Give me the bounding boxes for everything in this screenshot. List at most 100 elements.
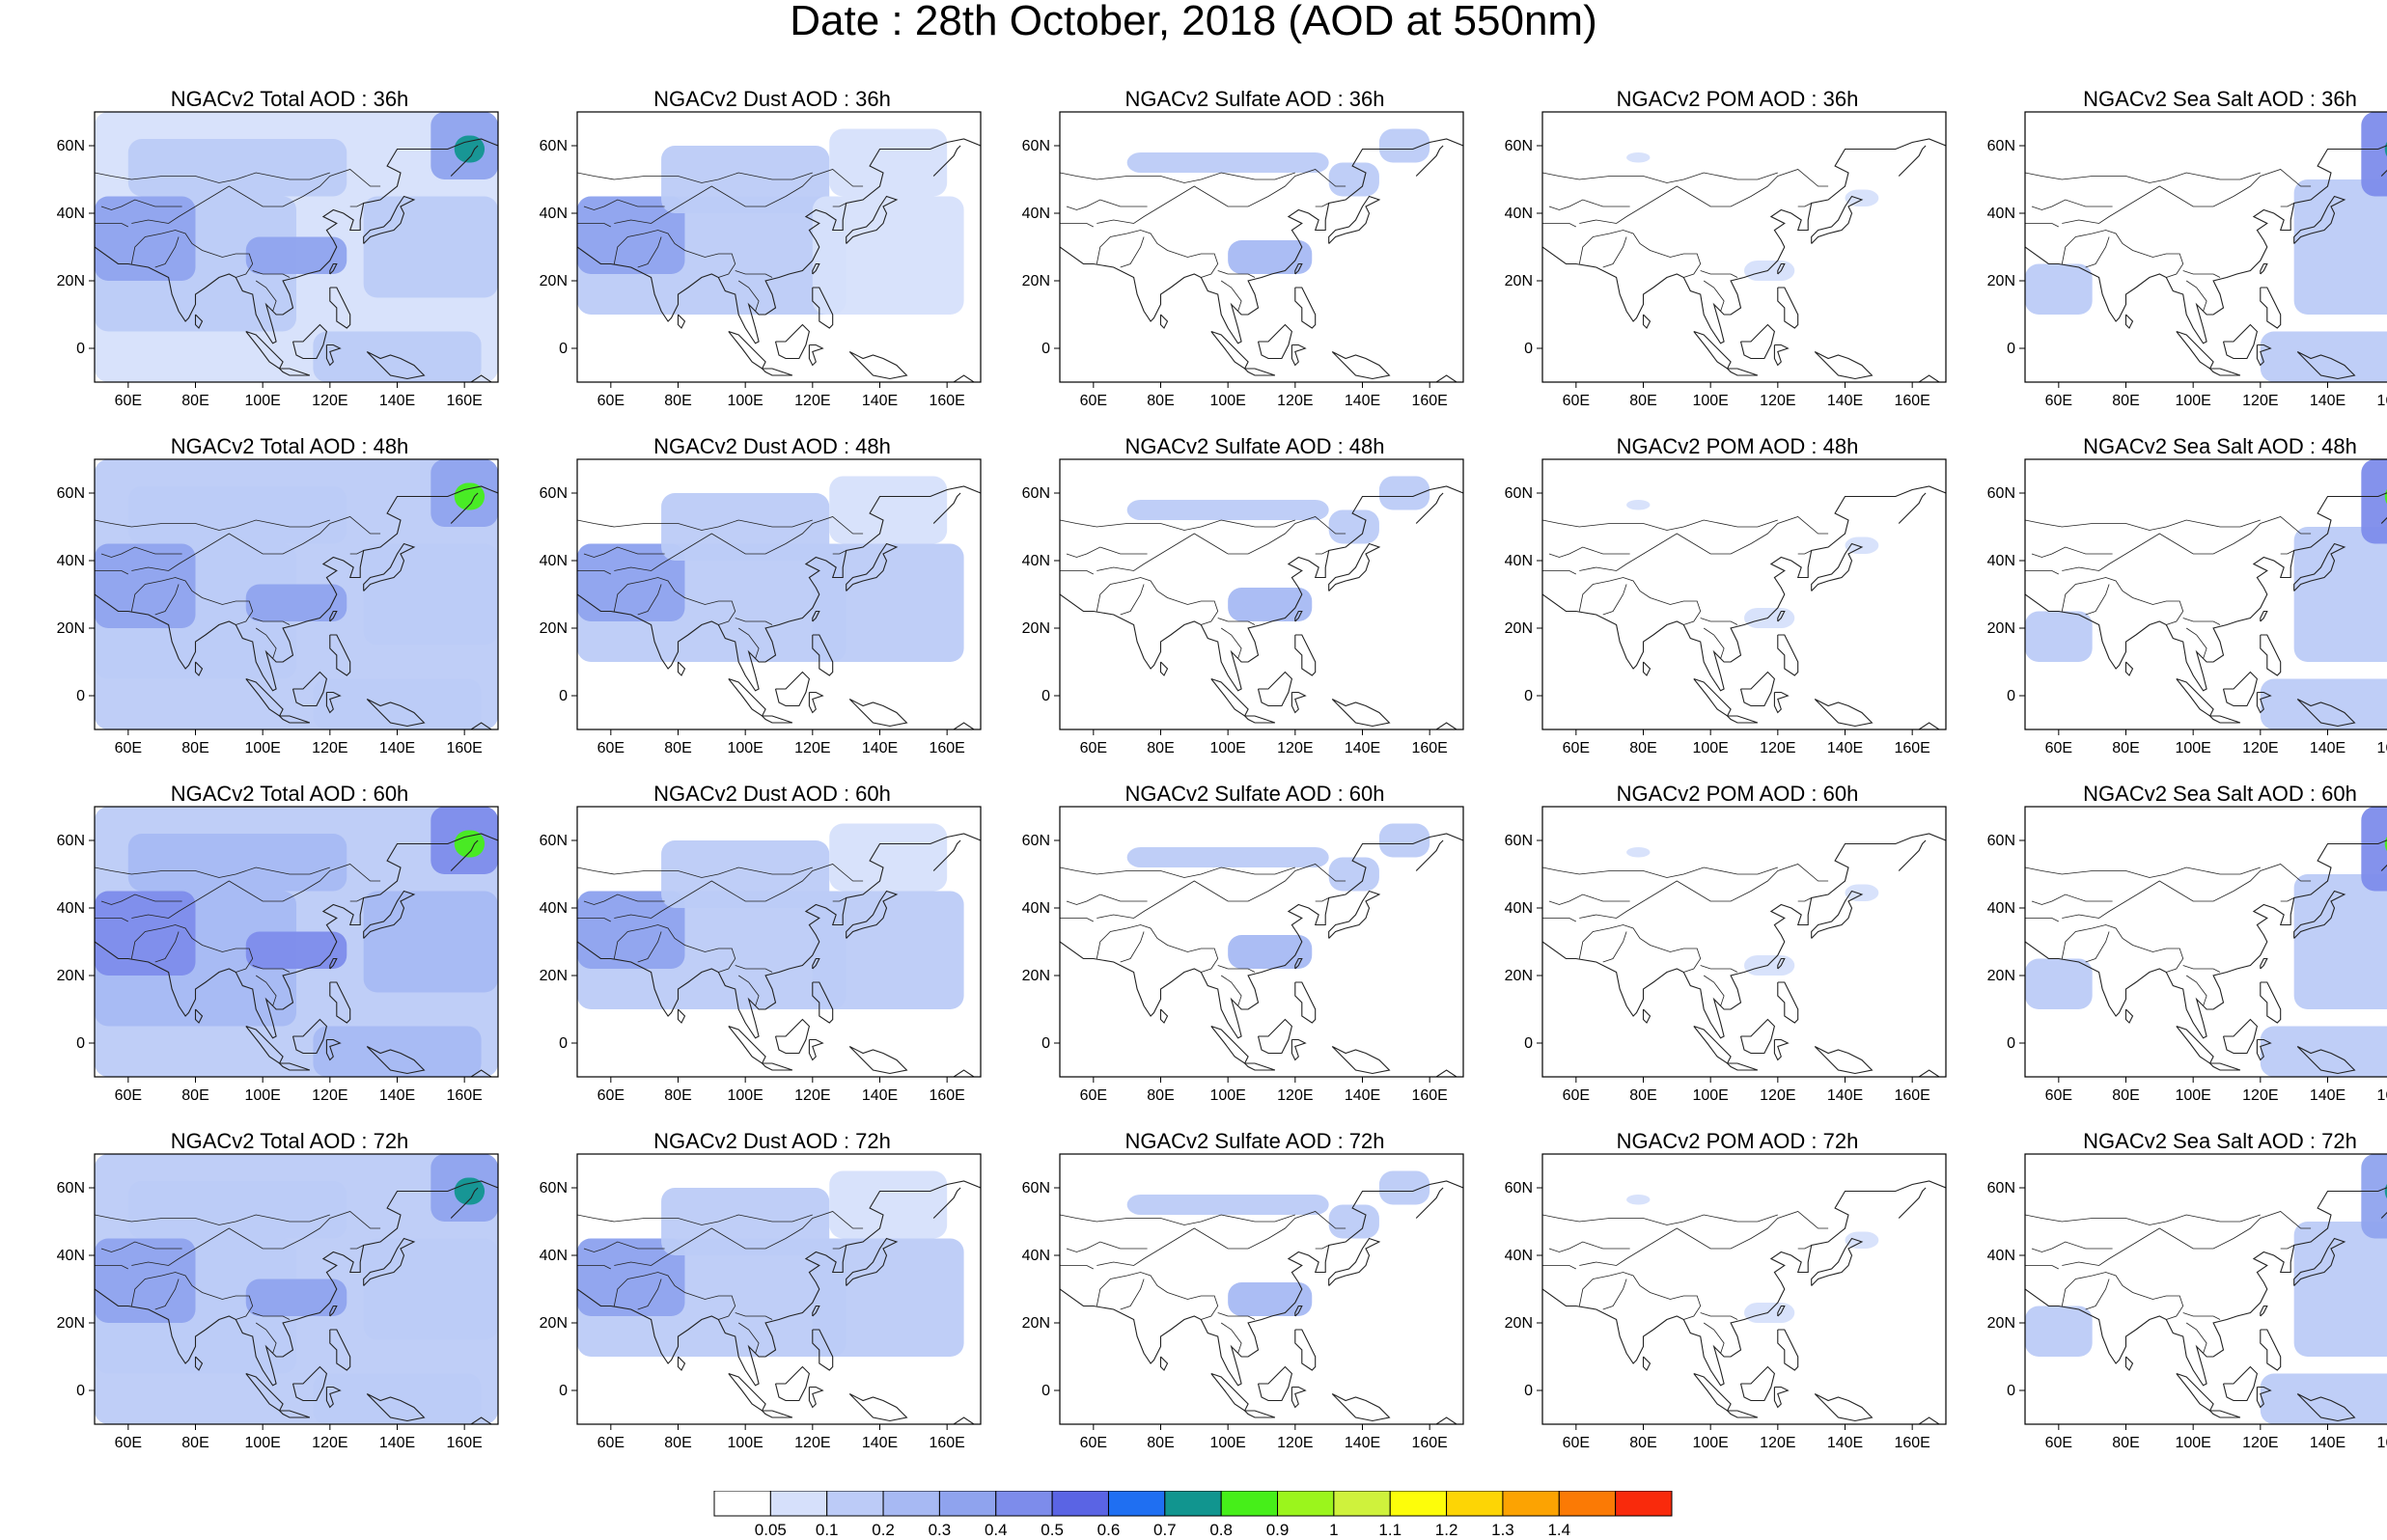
x-tick-label: 60E <box>1080 1087 1107 1104</box>
y-tick-label: 40N <box>1987 900 2015 917</box>
country-border <box>583 1241 665 1252</box>
coastline <box>2025 145 2387 344</box>
coastline <box>2209 368 2241 376</box>
coastline <box>1060 1180 1463 1387</box>
x-tick-label: 100E <box>1692 1087 1728 1104</box>
coastline <box>1777 610 1786 622</box>
coastline <box>1773 1386 1790 1409</box>
x-tick-label: 120E <box>794 1087 830 1104</box>
country-border <box>100 546 182 558</box>
x-tick-label: 100E <box>727 1435 763 1451</box>
map-panel-sulfate-72h: NGACv2 Sulfate AOD : 72h 60E 80E 100E 120E 14… <box>1013 1129 1496 1457</box>
coastline <box>1542 138 1946 344</box>
coastline <box>366 1046 426 1075</box>
coastline <box>846 195 899 244</box>
country-border <box>2182 965 2221 973</box>
aod-shading <box>1228 240 1313 274</box>
country-border <box>95 1214 330 1225</box>
aod-shading <box>661 1188 830 1255</box>
coastline <box>1294 957 1303 970</box>
coastline <box>677 1008 686 1024</box>
x-tick-label: 120E <box>1760 1087 1795 1104</box>
coastline <box>2222 323 2259 360</box>
country-border <box>1060 866 1295 878</box>
country-border <box>613 1272 736 1320</box>
country-border <box>1579 864 1829 919</box>
map-border <box>2024 458 2387 730</box>
country-border <box>1060 519 1295 531</box>
aod-shading <box>2293 527 2387 662</box>
y-tick-label: 60N <box>1505 138 1533 154</box>
x-tick-label: 140E <box>862 1087 898 1104</box>
x-tick-label: 120E <box>312 740 347 756</box>
coastline <box>2176 1025 2214 1064</box>
country-border <box>100 1241 182 1252</box>
aod-shading <box>454 1177 486 1205</box>
aod-shading <box>812 196 964 315</box>
map-frame: 60E 80E 100E 120E 140E 160E 60N 40N 20N 0 <box>57 806 499 1104</box>
y-tick-label: 0 <box>76 1383 85 1399</box>
coastline <box>470 722 492 729</box>
coastline <box>1328 195 1381 244</box>
x-tick-label: 140E <box>1345 1087 1380 1104</box>
country-border <box>1578 577 1702 625</box>
coastline <box>2256 344 2272 367</box>
coastline <box>366 351 426 380</box>
country-border <box>1703 280 1725 312</box>
coastline <box>329 1329 351 1371</box>
country-border <box>737 1322 760 1354</box>
coastline <box>812 262 820 275</box>
coastline <box>1811 890 1864 939</box>
map-border <box>1059 806 1464 1078</box>
y-tick-label: 20N <box>57 1315 85 1332</box>
country-border <box>1578 230 1702 278</box>
map-panel-total-60h: NGACv2 Total AOD : 60h 60E 80E 100E 120E 140E… <box>48 782 531 1110</box>
country-border <box>2025 1214 2261 1225</box>
coastline <box>1159 314 1169 329</box>
x-tick-label: 60E <box>1563 740 1590 756</box>
map-frame: 60E 80E 100E 120E 140E 160E 60N 40N 20N 0 <box>540 806 982 1104</box>
x-tick-label: 160E <box>929 1435 964 1451</box>
panel-title: NGACv2 Sulfate AOD : 36h <box>1124 87 1385 111</box>
country-border <box>577 223 611 228</box>
coastline <box>325 1386 342 1409</box>
aod-shading <box>577 891 685 969</box>
country-border <box>1542 1265 1576 1270</box>
country-border <box>735 270 773 278</box>
aod-shading <box>1126 500 1329 520</box>
y-tick-label: 40N <box>540 206 568 222</box>
country-border <box>131 169 381 224</box>
country-border <box>130 230 254 278</box>
country-border <box>2062 169 2312 224</box>
x-tick-label: 80E <box>664 1087 691 1104</box>
x-tick-label: 120E <box>312 1435 347 1451</box>
y-tick-label: 60N <box>57 833 85 849</box>
country-border <box>1120 236 1145 268</box>
coastline <box>245 1372 284 1412</box>
x-tick-label: 160E <box>1411 393 1447 409</box>
colorbar-label: 0.8 <box>1209 1521 1233 1539</box>
coastline <box>194 661 204 676</box>
aod-shading <box>363 196 498 298</box>
x-tick-label: 120E <box>2242 1087 2278 1104</box>
country-border <box>1096 924 1219 973</box>
coastline <box>774 1365 811 1402</box>
y-tick-label: 0 <box>2007 1383 2015 1399</box>
y-tick-label: 60N <box>1505 1180 1533 1196</box>
y-tick-label: 40N <box>540 553 568 569</box>
country-border <box>130 924 254 973</box>
x-tick-label: 60E <box>1563 1087 1590 1104</box>
country-border <box>1797 1245 1812 1250</box>
country-border <box>1579 1211 1829 1266</box>
country-border <box>130 1272 254 1320</box>
coastline <box>1739 1018 1776 1055</box>
map-border <box>1541 806 1947 1078</box>
y-tick-label: 0 <box>2007 341 2015 357</box>
country-border <box>577 519 813 531</box>
coastline <box>1693 1372 1732 1412</box>
country-border <box>2062 516 2312 571</box>
x-tick-label: 160E <box>446 393 482 409</box>
country-border <box>2025 519 2261 531</box>
country-border <box>1066 894 1148 905</box>
y-tick-label: 20N <box>540 273 568 289</box>
